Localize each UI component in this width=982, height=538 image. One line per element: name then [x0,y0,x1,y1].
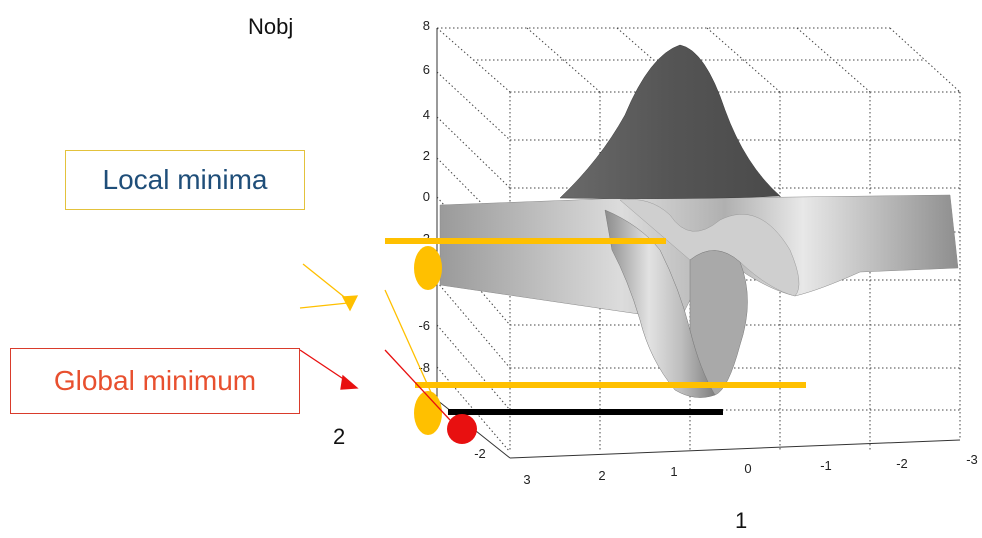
x-tick-label: 3 [523,472,530,487]
z-tick-label: 6 [423,62,430,77]
z-axis-label: Nobj [248,14,294,39]
surface-peak [559,44,781,199]
y-tick-label: -2 [474,446,486,461]
local-minimum-marker-upper [414,246,442,290]
x-tick-label: 1 [670,464,677,479]
z-tick-labels: 8 6 4 2 0 -2 -4 -6 -8 [418,18,430,375]
x-tick-label: 2 [598,468,605,483]
objective-surface [439,44,959,398]
z-tick-label: 8 [423,18,430,33]
axis-label-2: 2 [333,424,346,449]
surface-valley-wall [689,250,748,396]
x-tick-label: -2 [896,456,908,471]
global-minimum-arrows [299,349,451,421]
global-minimum-callout: Global minimum [10,348,300,414]
z-tick-label: 0 [423,189,430,204]
x-tick-label: -1 [820,458,832,473]
x-tick-labels: 3 2 1 0 -1 -2 -3 [523,452,977,487]
z-tick-label: -8 [418,360,430,375]
x-tick-label: 0 [744,461,751,476]
axis-label-1: 1 [735,508,748,533]
z-tick-label: 2 [423,148,430,163]
z-tick-label: 4 [423,107,430,122]
x-tick-label: -3 [966,452,978,467]
local-minimum-marker-lower [414,391,442,435]
global-minimum-marker [447,414,477,444]
local-minima-arrows [299,263,439,409]
z-tick-label: -6 [418,318,430,333]
local-minima-callout: Local minima [65,150,305,210]
